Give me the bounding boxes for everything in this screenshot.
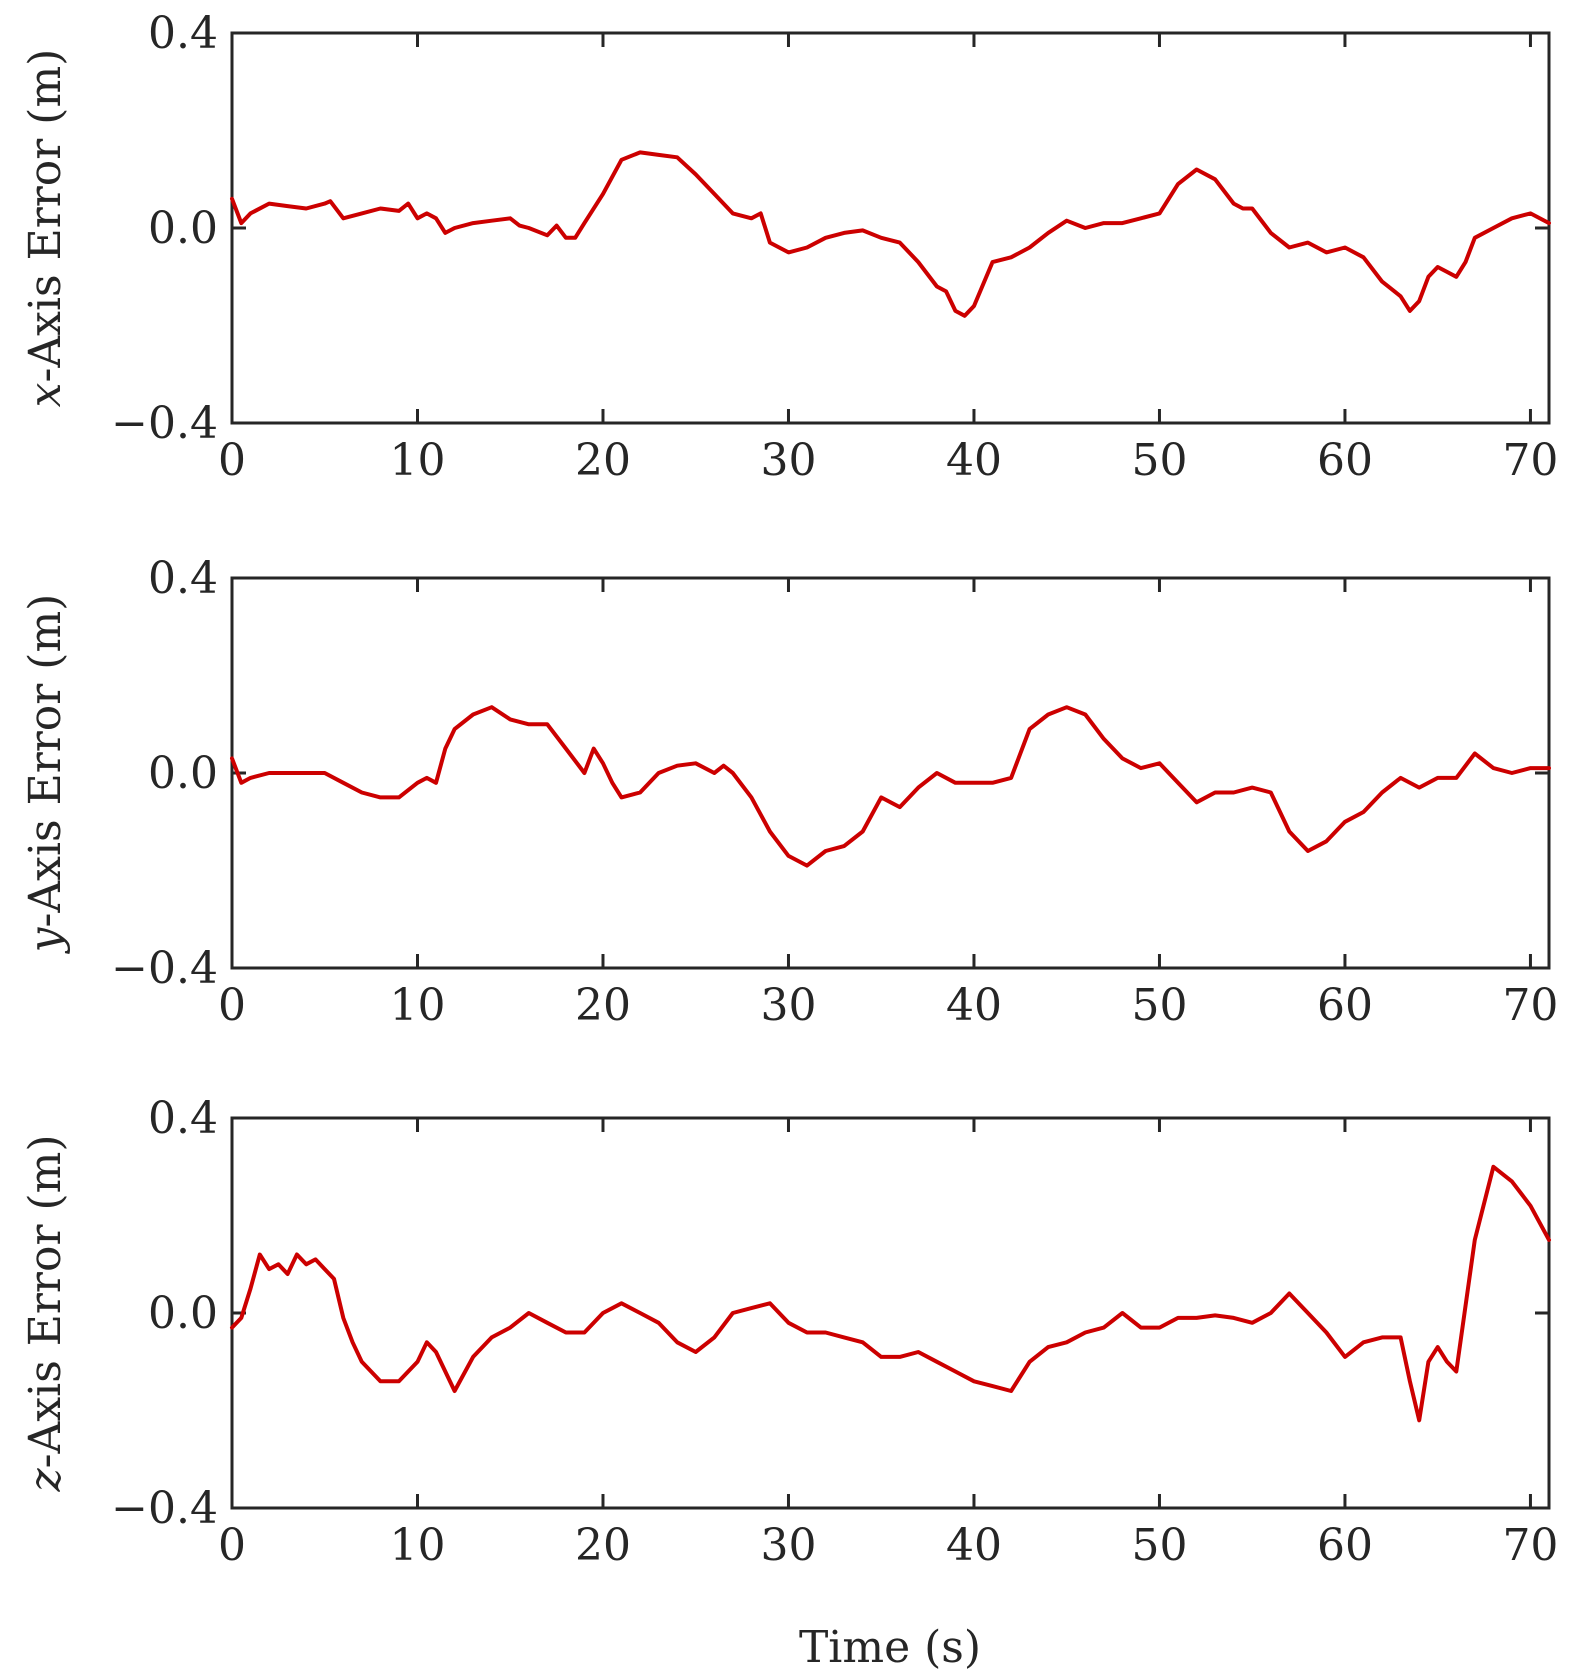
x-error-line xyxy=(230,150,1551,318)
x-tick-label: 50 xyxy=(1131,980,1187,1031)
x-tick-label: 70 xyxy=(1502,435,1558,486)
y-axis-label: y-Axis Error (m) xyxy=(20,594,71,955)
z-error-line xyxy=(230,1164,1551,1423)
x-tick-label: 60 xyxy=(1317,435,1373,486)
x-axis-label: Time (s) xyxy=(799,1622,981,1673)
x-tick-label: 40 xyxy=(946,980,1002,1031)
x-tick-label: 0 xyxy=(218,1520,246,1571)
plot-frame xyxy=(230,1116,1551,1510)
x-tick-label: 70 xyxy=(1502,1520,1558,1571)
x-tick-label: 40 xyxy=(946,435,1002,486)
x-tick-label: 40 xyxy=(946,1520,1002,1571)
x-tick-label: 20 xyxy=(575,980,631,1031)
y-tick-label: −0.4 xyxy=(111,1483,218,1534)
y-axis-label: x-Axis Error (m) xyxy=(20,49,71,408)
x-tick-label: 60 xyxy=(1317,1520,1373,1571)
x-tick-label: 0 xyxy=(218,435,246,486)
x-tick-label: 30 xyxy=(760,980,816,1031)
panel-z: 0 10 20 30 40 50 60 70 −0.4 0.0 0.4 z-Axis Error (… xyxy=(20,1093,1558,1571)
x-tick-label: 0 xyxy=(218,980,246,1031)
tick-labels: 0 10 20 30 40 50 60 70 −0.4 0.0 0.4 xyxy=(111,1093,1558,1571)
x-tick-label: 10 xyxy=(389,1520,445,1571)
x-tick-label: 10 xyxy=(389,435,445,486)
ticks xyxy=(230,1116,1549,1510)
y-tick-label: 0.0 xyxy=(148,203,218,254)
x-tick-label: 50 xyxy=(1131,435,1187,486)
y-tick-label: 0.4 xyxy=(148,553,218,604)
y-error-line xyxy=(230,705,1551,868)
panel-x: 0 10 20 30 40 50 60 70 −0.4 0.0 0.4 x-Axis Error (… xyxy=(20,8,1558,486)
ticks xyxy=(230,31,1549,425)
x-tick-label: 50 xyxy=(1131,1520,1187,1571)
plot-frame xyxy=(230,31,1551,425)
tick-labels: 0 10 20 30 40 50 60 70 −0.4 0.0 0.4 xyxy=(111,553,1558,1031)
x-tick-label: 20 xyxy=(575,1520,631,1571)
x-tick-label: 20 xyxy=(575,435,631,486)
y-axis-label: z-Axis Error (m) xyxy=(20,1134,71,1492)
y-tick-label: −0.4 xyxy=(111,943,218,994)
x-tick-label: 30 xyxy=(760,435,816,486)
x-tick-label: 30 xyxy=(760,1520,816,1571)
y-tick-label: 0.4 xyxy=(148,1093,218,1144)
tick-labels: 0 10 20 30 40 50 60 70 −0.4 0.0 0.4 xyxy=(111,8,1558,486)
x-tick-label: 70 xyxy=(1502,980,1558,1031)
ticks xyxy=(230,576,1549,970)
x-tick-label: 10 xyxy=(389,980,445,1031)
plot-frame xyxy=(230,576,1551,970)
y-tick-label: 0.4 xyxy=(148,8,218,59)
panel-y: 0 10 20 30 40 50 60 70 −0.4 0.0 0.4 y-Axis Error (… xyxy=(20,553,1558,1031)
y-tick-label: 0.0 xyxy=(148,748,218,799)
y-tick-label: 0.0 xyxy=(148,1288,218,1339)
x-tick-label: 60 xyxy=(1317,980,1373,1031)
y-tick-label: −0.4 xyxy=(111,398,218,449)
